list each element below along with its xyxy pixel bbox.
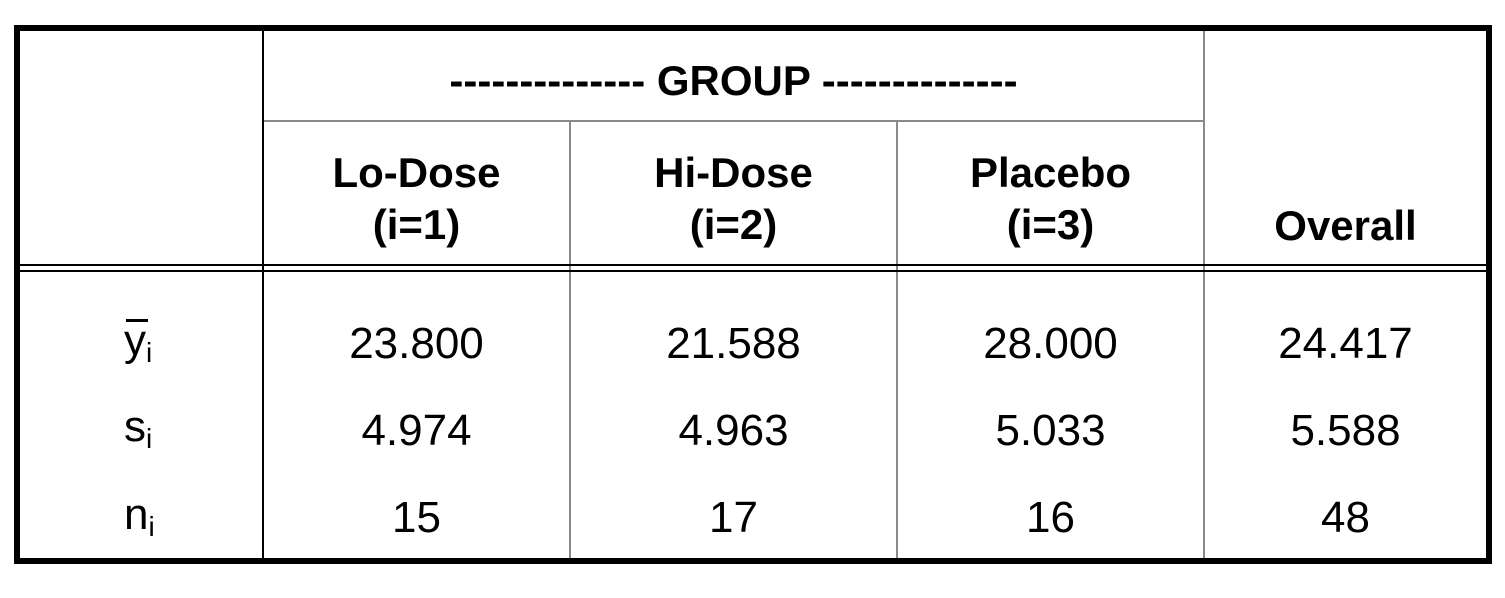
group-header-underline: [264, 120, 1203, 122]
table-cell: 5.033: [995, 406, 1106, 455]
table-cell: 5.588: [1290, 406, 1401, 455]
column-header-lo-dose: Lo-Dose (i=1): [264, 140, 569, 258]
column-name: Lo-Dose: [332, 149, 501, 196]
row-label-mean: yi: [124, 316, 153, 368]
table-cell: 17: [709, 493, 758, 542]
divider-label-column: [262, 31, 264, 558]
column-header-placebo: Placebo (i=3): [898, 140, 1203, 258]
column-header-overall: Overall: [1274, 202, 1417, 249]
table-cell: 48: [1321, 493, 1370, 542]
divider-col-1-2: [569, 122, 571, 558]
row-label-sd: si: [124, 402, 153, 454]
row-label-n: ni: [124, 490, 155, 542]
table-cell: 23.800: [349, 319, 484, 368]
column-header-hi-dose: Hi-Dose (i=2): [571, 140, 896, 258]
table-cell: 16: [1026, 493, 1075, 542]
table-cell: 21.588: [666, 319, 801, 368]
header-double-rule-bottom: [20, 270, 1486, 272]
table-cell: 4.963: [678, 406, 789, 455]
column-index: (i=2): [689, 201, 778, 248]
column-index: (i=1): [372, 201, 461, 248]
y-overbar: [126, 319, 148, 322]
divider-overall-column: [1203, 31, 1205, 558]
group-header: -------------- GROUP --------------: [449, 57, 1018, 104]
header-double-rule-top: [20, 264, 1486, 266]
table-cell: 24.417: [1278, 319, 1413, 368]
column-name: Hi-Dose: [654, 149, 813, 196]
table-cell: 28.000: [983, 319, 1118, 368]
column-name: Placebo: [969, 149, 1132, 196]
table-cell: 4.974: [361, 406, 472, 455]
divider-col-2-3: [896, 122, 898, 558]
column-index: (i=3): [1006, 201, 1095, 248]
summary-table: [14, 25, 1492, 564]
table-cell: 15: [392, 493, 441, 542]
